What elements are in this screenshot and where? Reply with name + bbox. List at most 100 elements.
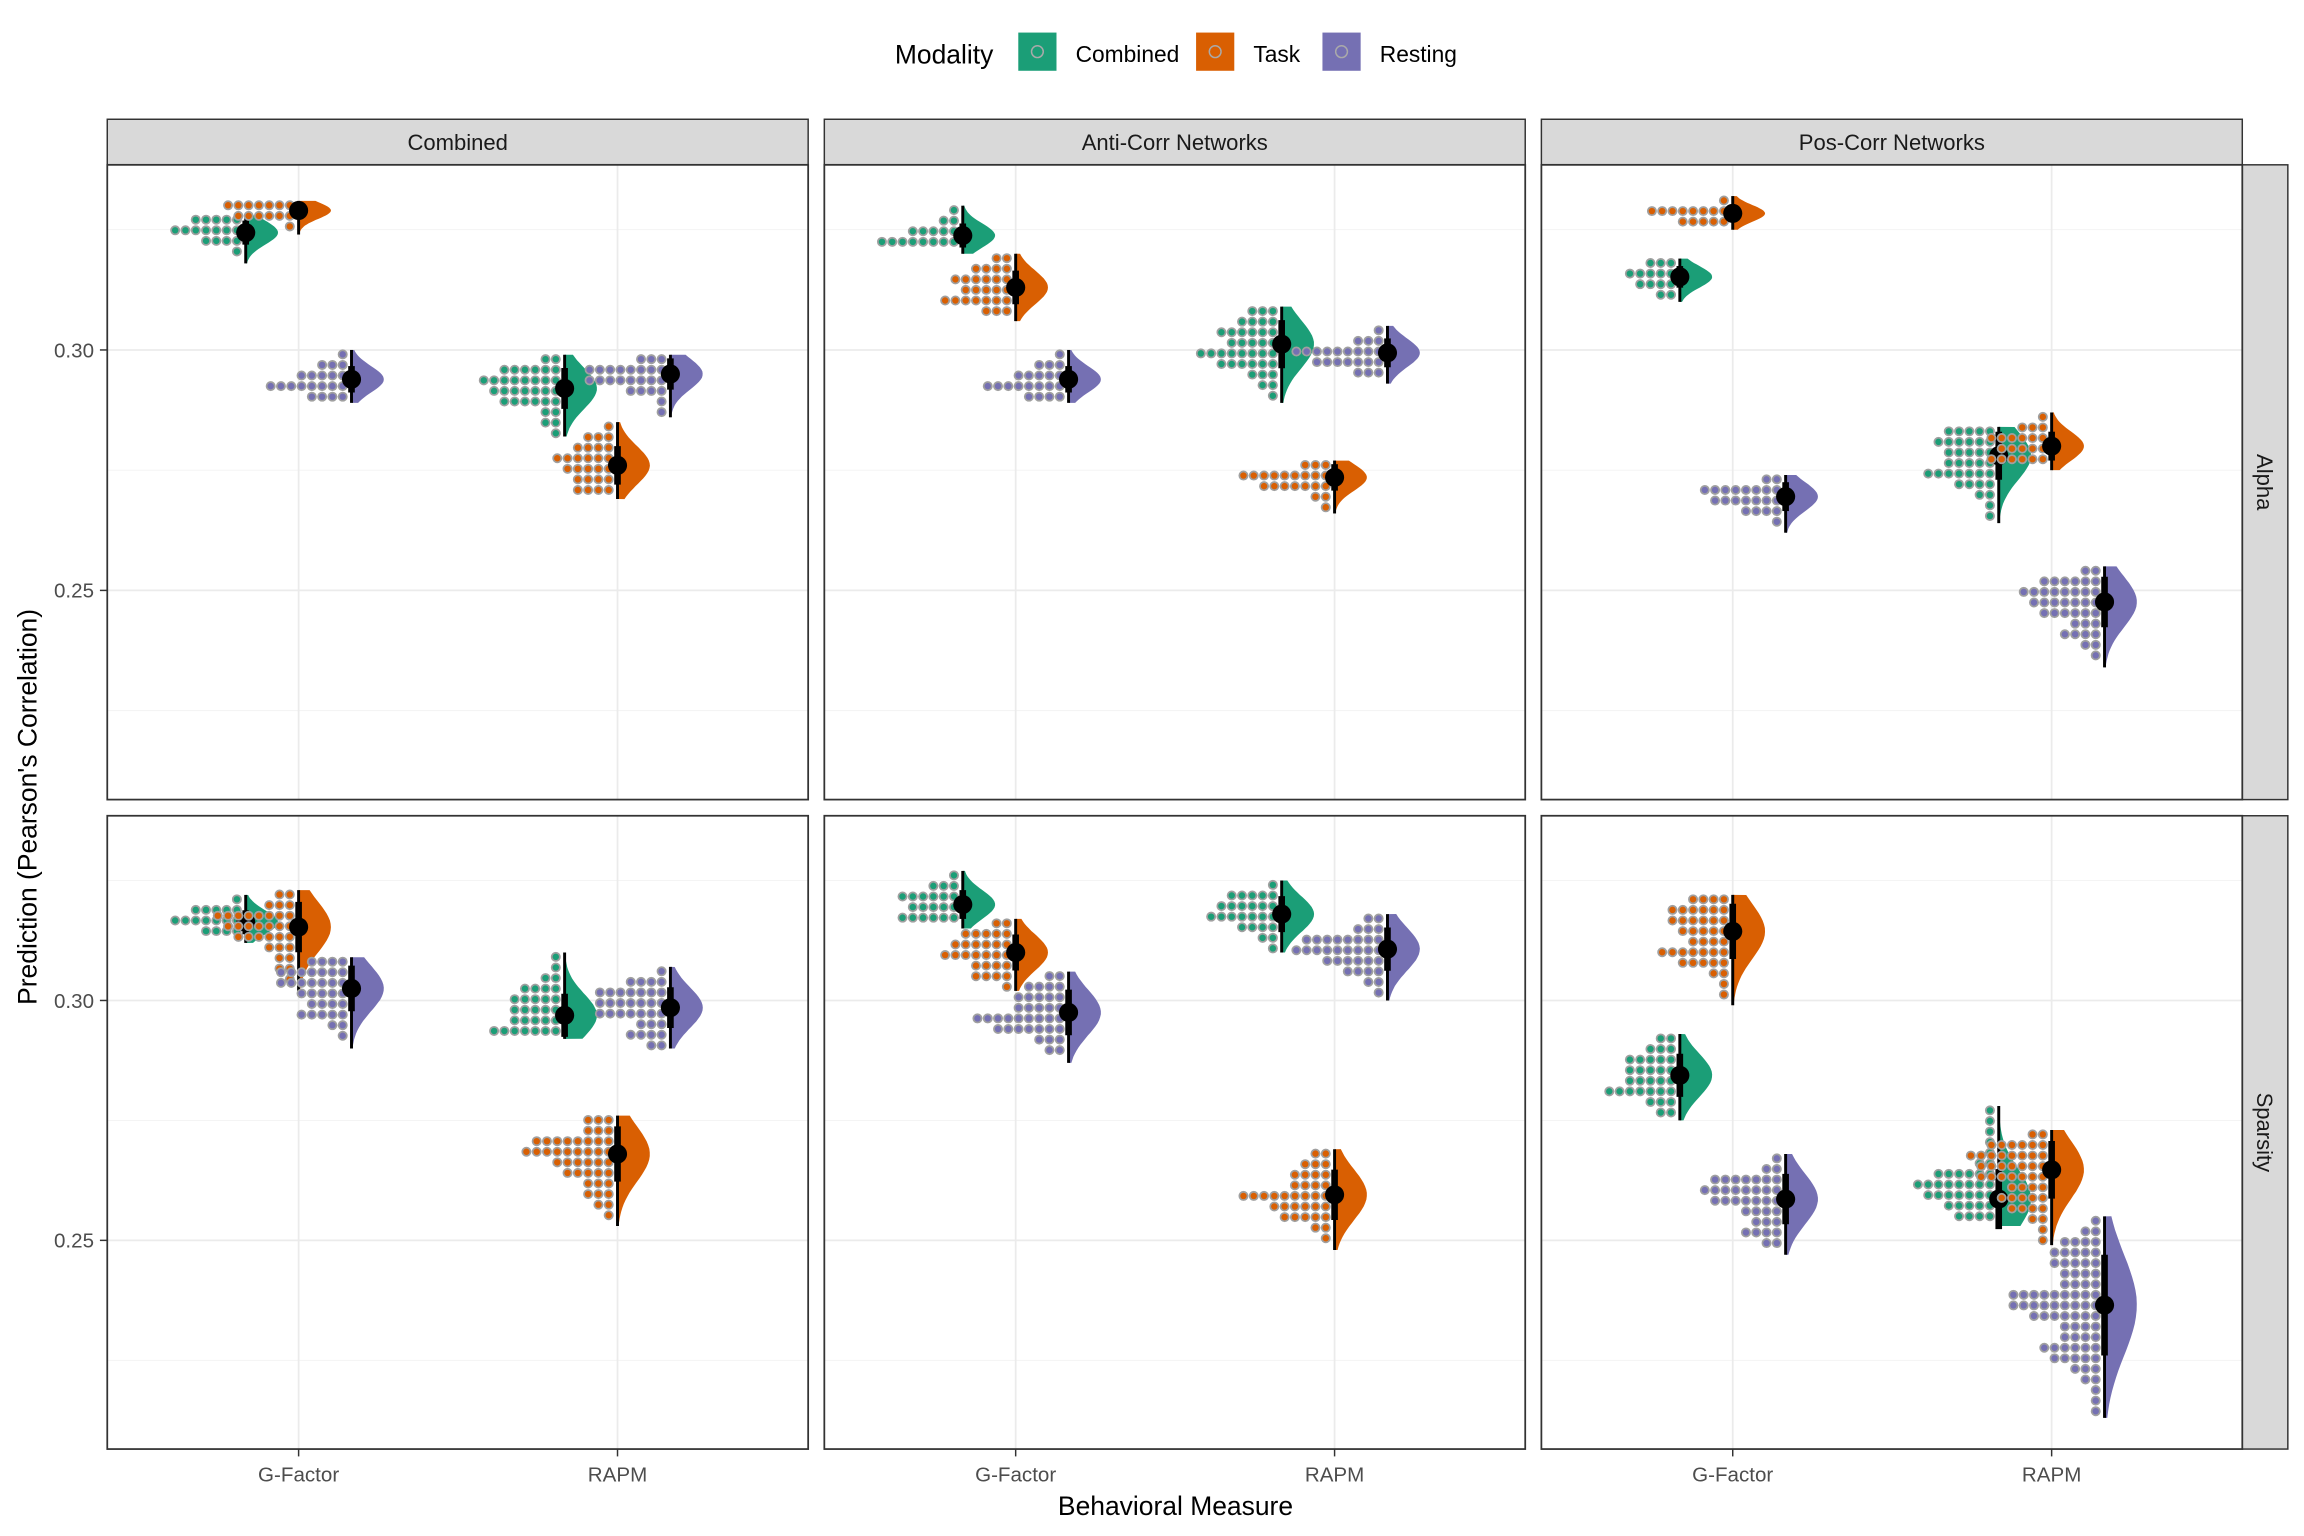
data-dot [509, 396, 520, 407]
data-dot [1655, 279, 1666, 290]
data-dot [971, 263, 981, 274]
column-strip [106, 118, 809, 166]
data-dot [530, 1004, 541, 1015]
data-dot [1943, 447, 1954, 458]
data-dot [274, 900, 285, 911]
data-dot [1195, 348, 1206, 359]
data-dot [656, 407, 667, 418]
data-dot [2059, 1258, 2070, 1269]
data-dot [1655, 289, 1666, 300]
data-dot [603, 1189, 614, 1200]
data-dot [1740, 506, 1751, 517]
data-dot [1912, 1179, 1923, 1190]
data-dot [593, 1167, 604, 1178]
median-point [660, 364, 680, 384]
data-dot [540, 375, 551, 386]
data-dot [327, 999, 338, 1010]
raincloud-g-factor-task [223, 200, 331, 235]
data-dot [2090, 639, 2101, 650]
data-dot [2017, 1140, 2028, 1150]
data-dot [2090, 650, 2101, 661]
median-point [1059, 369, 1079, 389]
legend-title: Modality [895, 39, 994, 69]
data-dot [928, 891, 939, 902]
data-dot [1279, 481, 1290, 492]
data-dot [531, 1146, 542, 1157]
data-dot [1291, 346, 1302, 357]
data-dot [2017, 443, 2028, 454]
data-dot [201, 926, 212, 937]
data-dot [1342, 966, 1353, 977]
data-dot [993, 1013, 1004, 1024]
data-dot [1677, 957, 1688, 968]
data-dot [646, 1029, 657, 1040]
data-dot [593, 432, 604, 443]
data-dot [1635, 1086, 1646, 1097]
data-dot [1667, 904, 1678, 915]
median-point [1325, 1185, 1345, 1205]
data-dot [603, 1199, 614, 1210]
data-dot [180, 915, 191, 926]
data-dot [1771, 1206, 1782, 1217]
data-dot [2027, 1182, 2038, 1193]
data-dot [1342, 945, 1353, 956]
raincloud-g-factor-task [1646, 195, 1766, 230]
data-dot [1267, 369, 1278, 380]
data-dot [603, 474, 614, 485]
data-dot [1267, 879, 1278, 890]
data-dot [233, 910, 244, 921]
data-dot [1013, 370, 1024, 381]
data-dot [1034, 1002, 1045, 1013]
data-dot [306, 1009, 317, 1020]
data-dot [991, 960, 1002, 971]
data-dot [646, 1019, 657, 1030]
data-dot [1054, 1045, 1065, 1056]
data-dot [1943, 1200, 1954, 1211]
half-violin [1068, 349, 1101, 403]
data-dot [264, 910, 275, 921]
data-dot [540, 354, 551, 365]
data-dot [540, 407, 551, 418]
data-dot [1996, 1192, 2007, 1203]
data-dot [2090, 1310, 2101, 1321]
data-dot [2029, 1289, 2040, 1300]
data-dot [1718, 195, 1729, 206]
data-dot [1300, 470, 1311, 481]
raincloud-rapm-resting [1291, 913, 1420, 1001]
data-dot [594, 987, 605, 998]
data-dot [2090, 1236, 2101, 1247]
half-violin [962, 205, 996, 254]
data-dot [1247, 337, 1258, 348]
data-dot [1710, 1185, 1721, 1196]
data-dot [337, 391, 348, 402]
data-dot [2037, 1129, 2048, 1140]
data-dot [1257, 890, 1268, 901]
data-dot [1720, 495, 1731, 506]
data-dot [296, 1009, 307, 1020]
data-dot [1984, 1211, 1995, 1222]
data-dot [211, 214, 222, 225]
data-dot [1667, 947, 1678, 958]
data-dot [1320, 491, 1331, 502]
raincloud-rapm-task [1986, 411, 2084, 471]
data-dot [615, 375, 626, 386]
data-dot [1624, 1054, 1635, 1065]
data-dot [1954, 479, 1965, 490]
data-dot [1003, 1013, 1014, 1024]
panel-alpha-2: Pos-Corr Networks Alpha [1540, 118, 2289, 801]
data-dot [572, 484, 583, 495]
data-dot [1001, 960, 1012, 971]
data-dot [1698, 206, 1709, 217]
data-dot [2090, 1406, 2101, 1417]
data-dot [2090, 1353, 2101, 1364]
data-dot [1645, 258, 1656, 268]
data-dot [2017, 422, 2028, 433]
data-dot [2006, 1203, 2017, 1214]
data-dot [907, 236, 918, 247]
half-violin [1785, 1153, 1818, 1255]
data-dot [243, 921, 254, 932]
data-dot [519, 396, 530, 407]
panel-sparsity-2: Sparsity G-Factor RAPM [1540, 814, 2289, 1486]
data-dot [2049, 1342, 2060, 1353]
data-dot [636, 354, 647, 365]
